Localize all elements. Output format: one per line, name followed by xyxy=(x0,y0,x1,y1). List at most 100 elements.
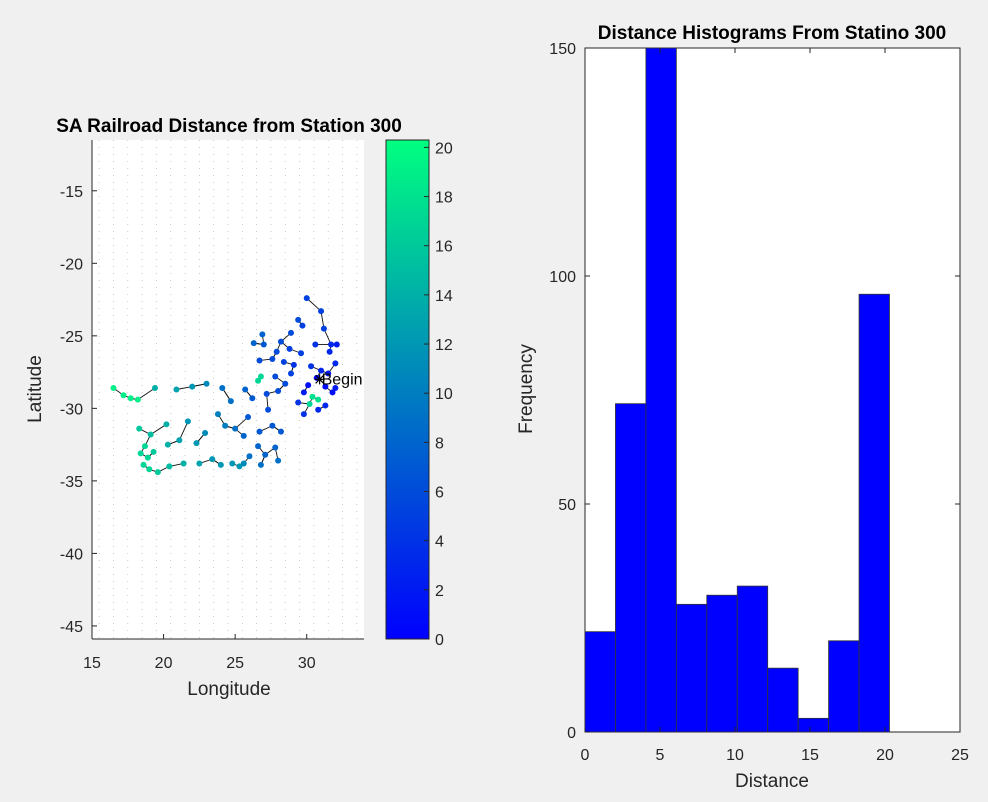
histogram-x-label: Distance xyxy=(735,771,809,792)
y-tick-label: -30 xyxy=(60,401,83,418)
station-point xyxy=(236,463,243,470)
station-point xyxy=(318,308,325,315)
y-tick-label: 0 xyxy=(567,725,576,742)
histogram-x-ticks: 0 5 10 15 20 25 xyxy=(581,48,969,764)
station-point xyxy=(318,367,325,374)
x-tick-label: 25 xyxy=(951,747,969,764)
station-point xyxy=(290,361,297,368)
station-point xyxy=(246,453,253,460)
station-point xyxy=(275,457,282,464)
histogram-plot: 0 5 10 15 20 25 150 100 50 0 Distance Histograms… xyxy=(516,23,969,792)
station-point xyxy=(257,461,264,468)
station-point xyxy=(333,341,340,348)
station-point xyxy=(127,395,134,402)
histogram-bar xyxy=(828,640,860,733)
station-point xyxy=(295,399,302,406)
histogram-y-label: Frequency xyxy=(516,344,537,434)
begin-label: Begin xyxy=(322,371,363,388)
station-point xyxy=(312,341,319,348)
histogram-bar xyxy=(858,293,890,733)
station-point xyxy=(277,428,284,435)
begin-marker xyxy=(314,374,325,385)
station-point xyxy=(329,389,336,396)
station-point xyxy=(256,357,263,364)
x-tick-label: 25 xyxy=(226,655,244,672)
y-tick-label: -40 xyxy=(60,546,83,563)
map-plot: Begin 15 20 25 30 -15 -20 -25 -30 -35 -40 -45 SA … xyxy=(25,116,402,700)
histogram-bar xyxy=(706,594,738,733)
station-point xyxy=(262,451,269,458)
station-point xyxy=(202,430,209,437)
colorbar-tick-label: 12 xyxy=(435,337,453,354)
station-point xyxy=(214,411,221,418)
x-tick-label: 0 xyxy=(581,747,590,764)
x-tick-label: 20 xyxy=(876,747,894,764)
station-point xyxy=(282,380,289,387)
station-point xyxy=(275,387,282,394)
station-point xyxy=(146,466,153,473)
station-point xyxy=(328,341,335,348)
colorbar-tick-label: 20 xyxy=(435,140,453,157)
histogram-bar xyxy=(797,717,830,733)
station-point xyxy=(255,377,262,384)
y-tick-label: -25 xyxy=(60,329,83,346)
y-tick-label: 150 xyxy=(549,41,576,58)
histogram-bar xyxy=(615,403,647,733)
station-point xyxy=(298,350,305,357)
y-tick-label: -20 xyxy=(60,256,83,273)
colorbar-gradient xyxy=(385,139,430,640)
x-tick-label: 10 xyxy=(726,747,744,764)
station-point xyxy=(326,348,333,355)
histogram-bar xyxy=(675,603,708,733)
rail-segment xyxy=(137,387,156,401)
station-point xyxy=(263,390,270,397)
colorbar-tick-label: 6 xyxy=(435,485,444,502)
station-point xyxy=(287,370,294,377)
station-point xyxy=(196,460,203,467)
station-point xyxy=(299,322,306,329)
station-point xyxy=(308,363,315,370)
station-point xyxy=(151,385,158,392)
station-point xyxy=(240,432,247,439)
y-tick-label: -15 xyxy=(60,184,83,201)
station-point xyxy=(249,395,256,402)
map-x-ticks: 15 20 25 30 xyxy=(83,634,316,672)
station-point xyxy=(163,421,170,428)
station-point xyxy=(193,440,200,447)
colorbar-tick-label: 10 xyxy=(435,386,453,403)
map-stations xyxy=(110,295,340,476)
station-point xyxy=(137,450,144,457)
station-point xyxy=(222,422,229,429)
y-tick-label: 50 xyxy=(558,497,576,514)
station-point xyxy=(315,396,322,403)
station-point xyxy=(209,456,216,463)
histogram-bar xyxy=(767,667,799,733)
station-point xyxy=(120,392,127,399)
rail-segment xyxy=(178,421,189,441)
station-point xyxy=(232,425,239,432)
station-point xyxy=(272,444,279,451)
station-point xyxy=(144,454,151,461)
station-point xyxy=(164,441,171,448)
station-point xyxy=(173,386,180,393)
station-point xyxy=(245,414,252,421)
station-point xyxy=(300,411,307,418)
station-point xyxy=(150,448,157,455)
station-point xyxy=(322,383,329,390)
station-point xyxy=(272,373,279,380)
map-x-label: Longitude xyxy=(187,679,270,700)
station-point xyxy=(322,402,329,409)
station-point xyxy=(303,295,310,302)
colorbar-tick-label: 0 xyxy=(435,632,444,649)
station-point xyxy=(166,463,173,470)
station-point xyxy=(325,370,332,377)
station-point xyxy=(140,461,147,468)
colorbar-tick-label: 16 xyxy=(435,239,453,256)
station-point xyxy=(259,331,266,338)
colorbar-tick-label: 4 xyxy=(435,534,444,551)
station-point xyxy=(184,418,191,425)
station-point xyxy=(273,348,280,355)
station-point xyxy=(141,443,148,450)
